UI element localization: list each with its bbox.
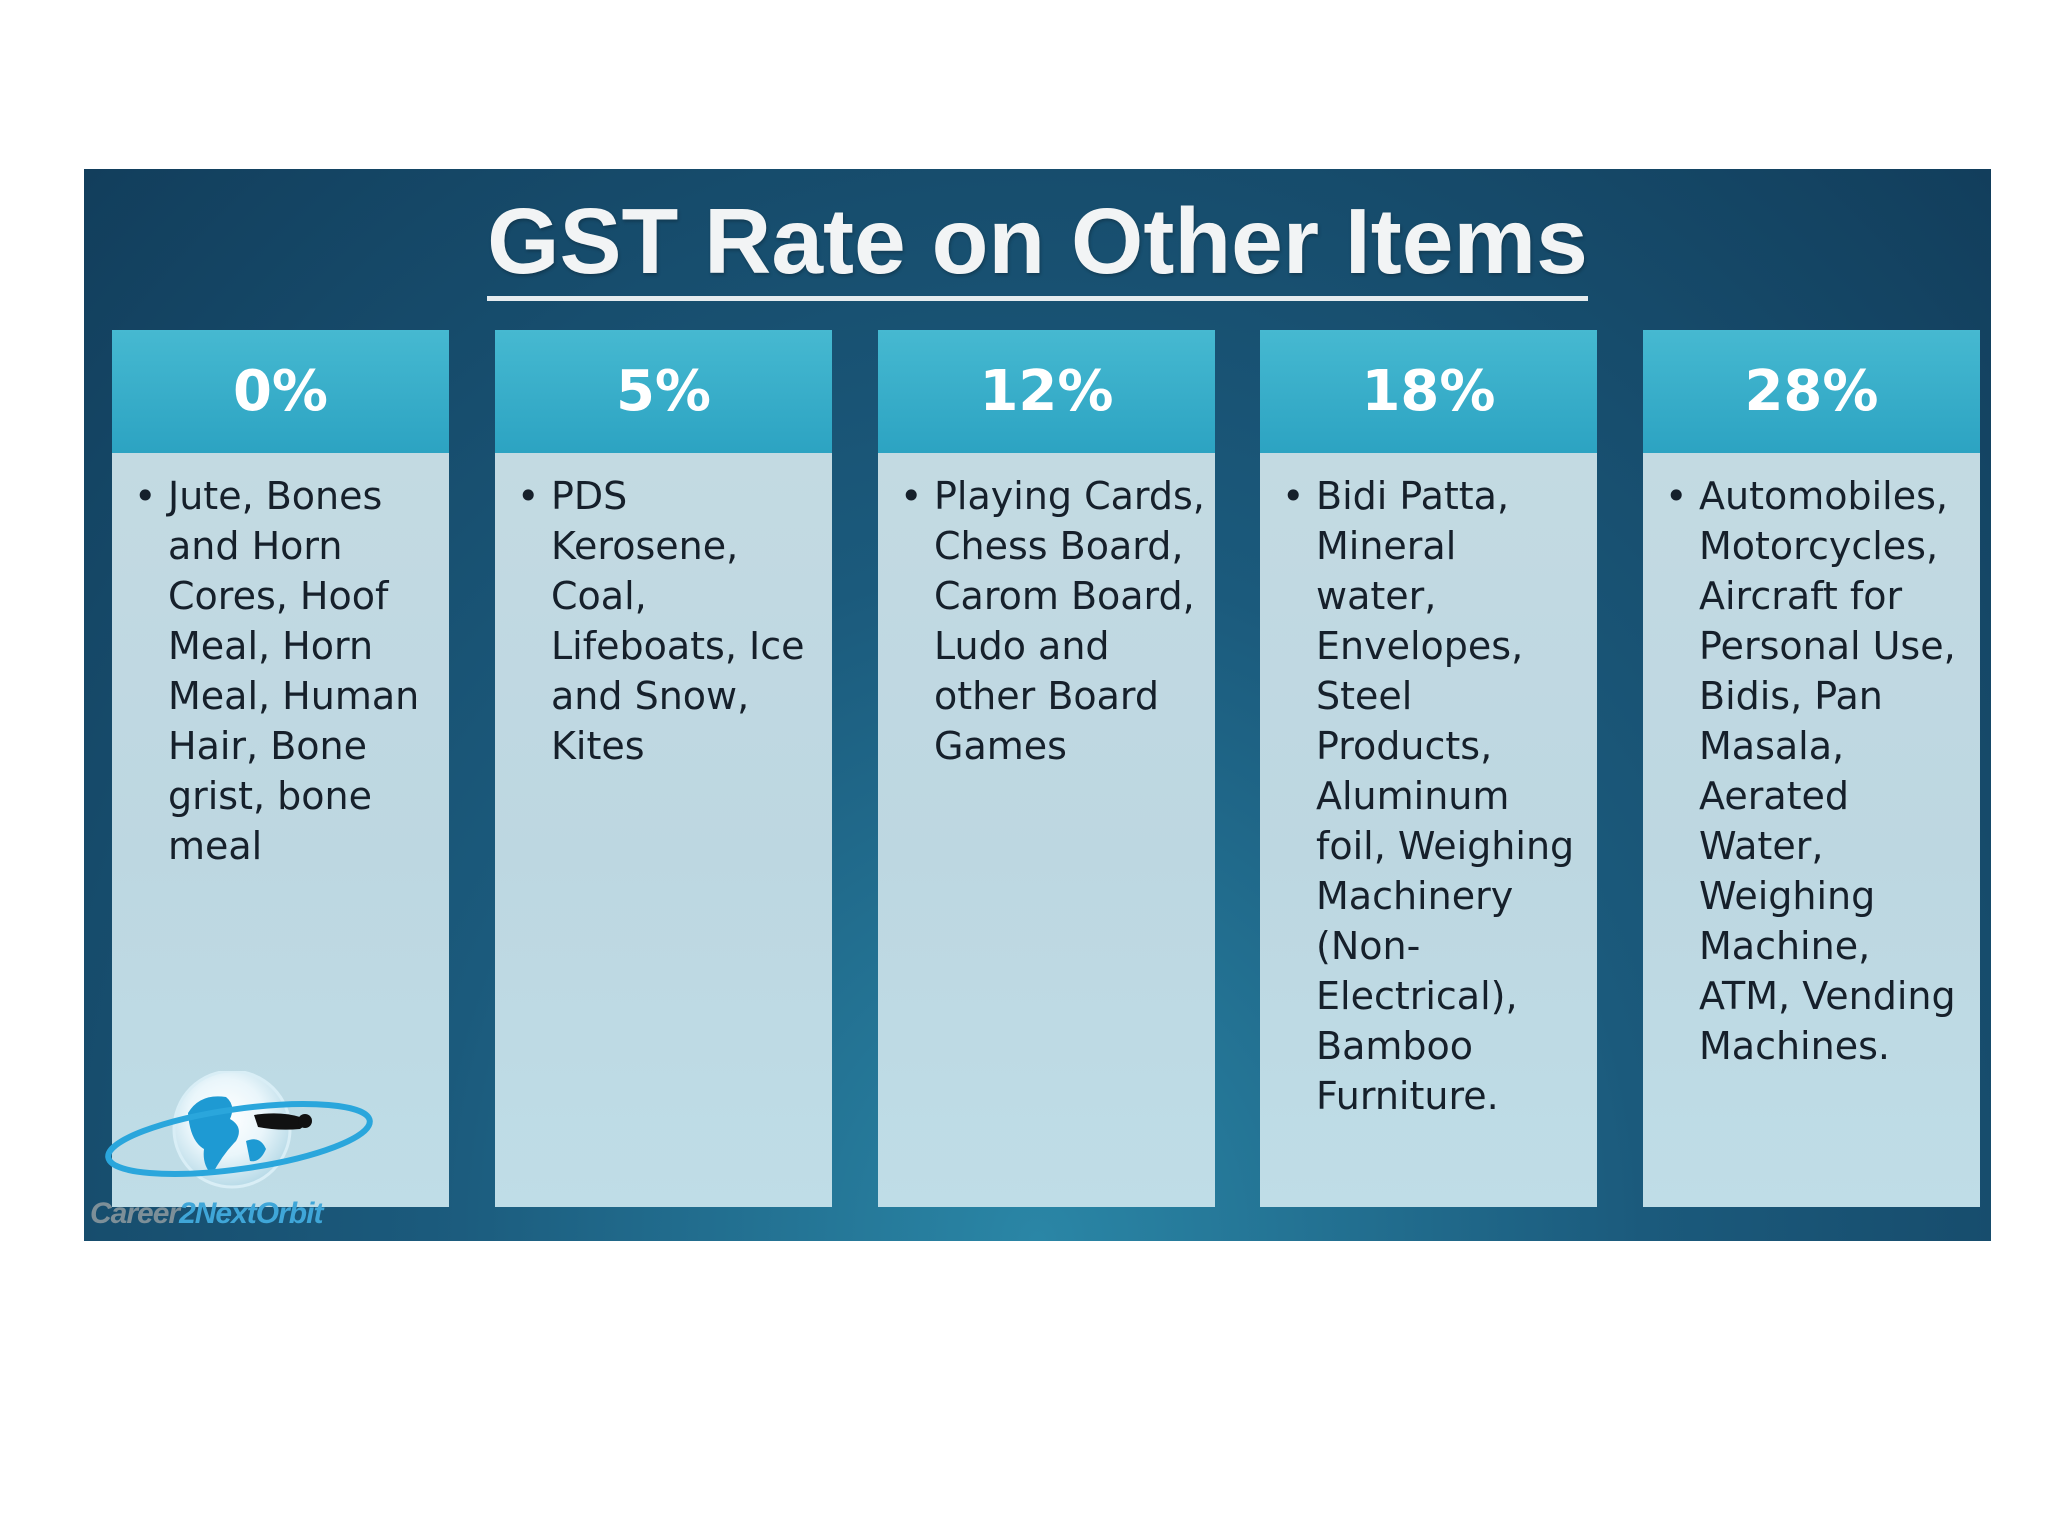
bullet-icon: •	[134, 474, 157, 518]
rate-header: 0%	[112, 330, 449, 453]
rate-header: 12%	[878, 330, 1215, 453]
item-text: PDS Kerosene, Coal, Lifeboats, Ice and S…	[551, 474, 805, 768]
list-item: • Automobiles, Motorcycles, Aircraft for…	[1663, 471, 1970, 1071]
item-text: Jute, Bones and Horn Cores, Hoof Meal, H…	[168, 474, 420, 868]
bullet-icon: •	[900, 474, 923, 518]
item-text: Automobiles, Motorcycles, Aircraft for P…	[1699, 474, 1956, 1068]
item-text: Playing Cards, Chess Board, Carom Board,…	[934, 474, 1205, 768]
rate-column-12: 12% • Playing Cards, Chess Board, Carom …	[878, 330, 1215, 1207]
list-item: • PDS Kerosene, Coal, Lifeboats, Ice and…	[515, 471, 822, 771]
rate-items: • Bidi Patta, Mineral water, Envelopes, …	[1260, 453, 1597, 1121]
list-item: • Playing Cards, Chess Board, Carom Boar…	[898, 471, 1205, 771]
item-text: Bidi Patta, Mineral water, Envelopes, St…	[1316, 474, 1575, 1118]
list-item: • Jute, Bones and Horn Cores, Hoof Meal,…	[132, 471, 439, 871]
rate-label: 0%	[232, 359, 329, 424]
slide-title: GST Rate on Other Items	[487, 186, 1588, 301]
rate-label: 28%	[1744, 359, 1879, 424]
rate-column-0: 0% • Jute, Bones and Horn Cores, Hoof Me…	[112, 330, 449, 1207]
rate-items: • Jute, Bones and Horn Cores, Hoof Meal,…	[112, 453, 449, 871]
rate-label: 5%	[615, 359, 712, 424]
rate-header: 5%	[495, 330, 832, 453]
rate-column-28: 28% • Automobiles, Motorcycles, Aircraft…	[1643, 330, 1980, 1207]
rate-column-18: 18% • Bidi Patta, Mineral water, Envelop…	[1260, 330, 1597, 1207]
list-item: • Bidi Patta, Mineral water, Envelopes, …	[1280, 471, 1587, 1121]
rate-items: • Automobiles, Motorcycles, Aircraft for…	[1643, 453, 1980, 1071]
rate-label: 12%	[979, 359, 1114, 424]
rate-items: • PDS Kerosene, Coal, Lifeboats, Ice and…	[495, 453, 832, 771]
rate-items: • Playing Cards, Chess Board, Carom Boar…	[878, 453, 1215, 771]
slide: GST Rate on Other Items 0% • Jute, Bones…	[84, 169, 1991, 1241]
rate-column-5: 5% • PDS Kerosene, Coal, Lifeboats, Ice …	[495, 330, 832, 1207]
globe-orbit-logo-icon	[105, 1071, 373, 1189]
rate-header: 28%	[1643, 330, 1980, 453]
bullet-icon: •	[517, 474, 540, 518]
brand-logo-text: Career2NextOrbit	[90, 1197, 323, 1230]
rate-header: 18%	[1260, 330, 1597, 453]
rate-columns: 0% • Jute, Bones and Horn Cores, Hoof Me…	[112, 330, 1980, 1207]
bullet-icon: •	[1282, 474, 1305, 518]
rate-label: 18%	[1361, 359, 1496, 424]
bullet-icon: •	[1665, 474, 1688, 518]
slide-title-wrap: GST Rate on Other Items	[84, 186, 1991, 301]
